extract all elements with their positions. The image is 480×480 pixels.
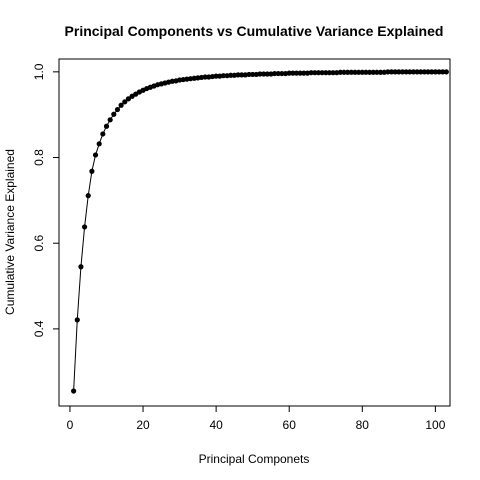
data-point xyxy=(352,69,358,75)
y-tick-label: 0.8 xyxy=(32,149,46,166)
data-point xyxy=(96,141,102,147)
x-axis-label: Principal Componets xyxy=(199,452,310,466)
y-axis-label: Cumulative Variance Explained xyxy=(3,149,17,315)
data-point xyxy=(385,69,391,75)
data-point xyxy=(279,70,285,77)
data-point xyxy=(297,70,303,76)
data-point xyxy=(414,69,420,75)
data-point xyxy=(100,131,106,137)
data-point xyxy=(71,388,77,394)
data-point xyxy=(308,70,314,76)
data-point xyxy=(403,69,409,75)
data-point xyxy=(92,152,99,158)
series-points xyxy=(71,69,449,394)
data-point xyxy=(370,69,376,75)
x-tick-label: 20 xyxy=(136,418,150,432)
plot-frame xyxy=(58,58,451,407)
data-point xyxy=(330,70,336,76)
data-point xyxy=(345,69,351,75)
data-point xyxy=(436,69,442,75)
x-tick-label: 80 xyxy=(356,418,370,432)
data-point xyxy=(118,102,124,108)
data-point xyxy=(125,96,132,102)
y-tick-label: 1.0 xyxy=(32,63,46,80)
data-point xyxy=(272,70,278,77)
data-point xyxy=(367,69,373,75)
data-point xyxy=(107,117,113,123)
x-axis: 0 20 40 60 80 100 xyxy=(67,406,446,432)
data-point xyxy=(286,70,292,76)
data-point xyxy=(89,168,95,174)
x-tick-label: 40 xyxy=(209,418,223,432)
data-point xyxy=(85,193,91,199)
data-point xyxy=(261,71,267,77)
data-point xyxy=(257,71,263,77)
data-point xyxy=(363,69,369,75)
data-point xyxy=(122,99,128,105)
data-point xyxy=(81,224,88,230)
data-point xyxy=(407,69,413,75)
data-point xyxy=(326,70,333,76)
data-point xyxy=(275,70,281,77)
data-point xyxy=(440,69,446,75)
data-point xyxy=(235,72,241,78)
data-point xyxy=(388,69,395,75)
data-point xyxy=(264,71,270,77)
y-axis: 0.4 0.6 0.8 1.0 xyxy=(32,63,59,337)
data-point xyxy=(429,69,435,75)
data-point xyxy=(399,69,406,75)
data-point xyxy=(312,70,318,76)
data-point xyxy=(410,69,417,75)
data-point xyxy=(293,70,300,76)
data-point xyxy=(323,70,329,76)
data-point xyxy=(396,69,402,75)
data-point xyxy=(356,69,362,75)
data-point xyxy=(202,74,208,80)
data-point xyxy=(78,264,84,270)
data-point xyxy=(418,69,424,75)
data-point xyxy=(432,69,438,75)
chart-title: Principal Components vs Cumulative Varia… xyxy=(65,23,444,39)
data-point xyxy=(290,70,296,76)
data-point xyxy=(392,69,398,75)
data-point xyxy=(377,69,384,75)
data-point xyxy=(421,69,428,75)
data-point xyxy=(348,69,354,75)
data-point xyxy=(228,72,234,78)
data-point xyxy=(111,111,117,117)
data-point xyxy=(319,70,325,76)
data-point xyxy=(374,69,380,75)
data-point xyxy=(103,123,110,129)
y-tick-label: 0.6 xyxy=(32,235,46,252)
y-tick-label: 0.4 xyxy=(32,320,46,337)
data-point xyxy=(114,106,121,113)
data-point xyxy=(220,73,227,79)
data-point xyxy=(425,69,431,75)
data-point xyxy=(74,317,80,323)
x-tick-label: 60 xyxy=(283,418,297,432)
x-tick-label: 0 xyxy=(67,418,74,432)
data-point xyxy=(250,71,256,78)
data-point xyxy=(341,69,347,75)
data-point xyxy=(239,72,245,78)
data-point xyxy=(315,70,322,76)
data-point xyxy=(301,70,307,76)
series-line xyxy=(73,71,447,392)
data-point xyxy=(443,69,449,75)
data-point xyxy=(359,69,365,75)
data-point xyxy=(213,73,219,79)
data-point xyxy=(246,71,252,78)
x-tick-label: 100 xyxy=(425,418,445,432)
data-point xyxy=(337,69,343,75)
